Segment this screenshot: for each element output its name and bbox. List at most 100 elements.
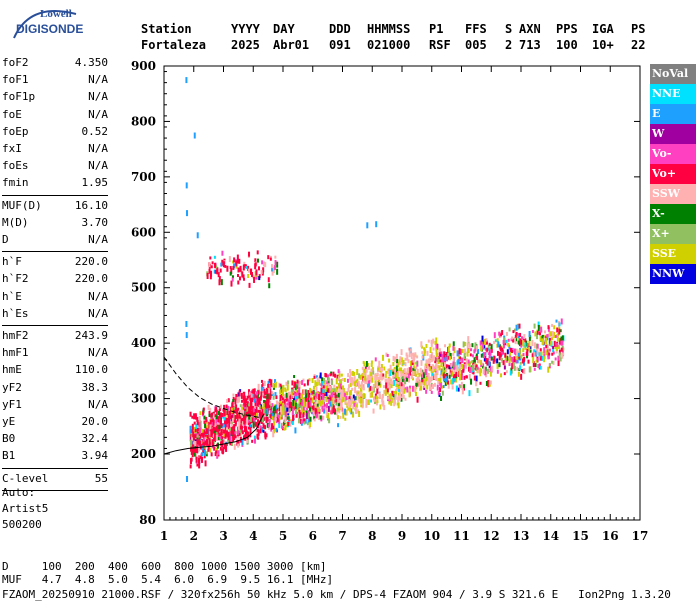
echo-point — [515, 359, 518, 364]
echo-point — [439, 387, 442, 393]
echo-point — [345, 396, 348, 401]
echo-point — [430, 358, 433, 363]
echo-point — [354, 399, 357, 404]
echo-point — [514, 334, 517, 338]
echo-point — [196, 438, 199, 445]
echo-point — [431, 372, 434, 376]
param-b0: B0 32.4 — [2, 432, 108, 449]
echo-point — [263, 399, 266, 403]
echo-point — [419, 367, 422, 373]
echo-point — [314, 399, 317, 404]
echo-point — [264, 262, 267, 268]
echo-point — [431, 374, 434, 381]
echo-point — [408, 367, 411, 373]
echo-point — [461, 385, 464, 391]
echo-point — [255, 391, 258, 396]
echo-point — [444, 373, 447, 379]
echo-point — [467, 336, 470, 343]
echo-point — [380, 371, 383, 376]
echo-point — [219, 428, 222, 435]
echo-point — [254, 400, 257, 407]
echo-point — [346, 392, 349, 396]
echo-point — [522, 369, 525, 374]
echo-point — [208, 412, 211, 418]
echo-point — [192, 431, 195, 438]
echo-point — [479, 371, 482, 377]
echo-point — [236, 396, 239, 401]
echo-point — [466, 342, 469, 349]
echo-point — [304, 418, 307, 424]
echo-point — [399, 356, 402, 362]
echo-point — [312, 392, 315, 397]
echo-point — [432, 338, 435, 344]
echo-point — [335, 387, 338, 393]
echo-point — [410, 373, 413, 379]
echo-point — [395, 365, 398, 372]
echo-point — [309, 422, 312, 428]
echo-point — [258, 404, 261, 409]
echo-point — [476, 356, 479, 361]
echo-point — [357, 394, 360, 401]
echo-point — [297, 383, 300, 389]
echo-point — [337, 369, 340, 374]
echo-point — [305, 393, 308, 400]
echo-point — [351, 387, 354, 391]
echo-point — [247, 274, 250, 279]
echo-point — [485, 338, 488, 343]
echo-point — [448, 356, 451, 361]
echo-point — [558, 349, 561, 355]
echo-point — [284, 424, 287, 430]
echo-point — [307, 394, 310, 401]
echo-point — [215, 265, 218, 269]
header-value-ffs: 005 — [465, 38, 487, 52]
echo-point — [402, 359, 405, 364]
echo-point — [520, 342, 523, 348]
echo-point — [363, 368, 366, 373]
echo-point — [561, 352, 564, 359]
echo-point — [552, 351, 555, 355]
echo-point — [548, 337, 551, 344]
echo-point — [257, 409, 260, 413]
echo-point — [244, 436, 247, 441]
echo-point — [425, 359, 428, 366]
echo-point — [209, 447, 212, 453]
echo-point — [263, 261, 266, 267]
echo-point — [261, 426, 264, 432]
echo-point — [329, 373, 332, 377]
echo-point — [448, 351, 451, 357]
echo-point — [313, 375, 316, 379]
echo-point — [199, 440, 202, 445]
echo-point — [323, 393, 326, 397]
echo-point — [192, 444, 195, 449]
echo-point — [519, 365, 522, 371]
echo-point — [302, 405, 305, 411]
echo-point — [428, 366, 431, 370]
echo-point — [453, 347, 456, 354]
plot-frame — [163, 65, 641, 521]
param-value: 16.10 — [74, 198, 108, 212]
echo-point — [295, 411, 298, 418]
param-foe: foE N/A — [2, 108, 108, 125]
echo-point — [196, 427, 199, 431]
echo-point — [196, 420, 199, 426]
echo-point — [277, 415, 280, 419]
echo-point — [214, 433, 217, 439]
echo-point — [532, 361, 535, 368]
echo-point — [257, 266, 260, 271]
echo-point — [256, 433, 259, 439]
echo-point — [284, 417, 287, 424]
echo-point — [241, 406, 244, 412]
param-fof1p: foF1p N/A — [2, 90, 108, 107]
echo-point — [408, 388, 411, 392]
echo-point — [320, 387, 323, 394]
header-label-ps: PS — [631, 22, 646, 36]
echo-point — [309, 404, 312, 410]
echo-point — [433, 373, 436, 380]
echo-point — [248, 406, 251, 412]
echo-point — [341, 391, 344, 398]
echo-point — [262, 267, 265, 273]
echo-point — [430, 390, 433, 394]
echo-point — [523, 334, 526, 340]
echo-point — [400, 367, 403, 374]
echo-point — [352, 398, 355, 402]
